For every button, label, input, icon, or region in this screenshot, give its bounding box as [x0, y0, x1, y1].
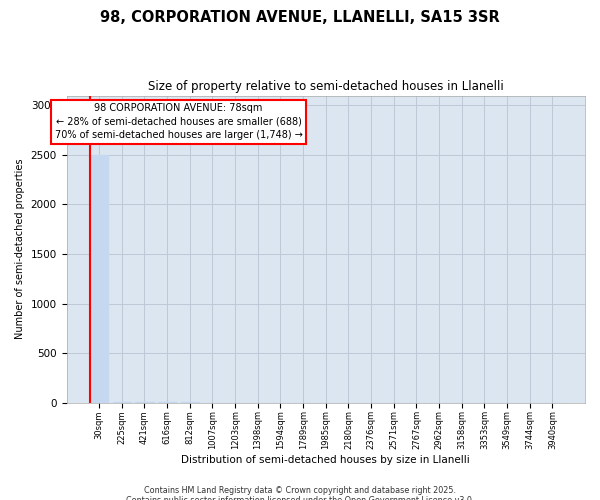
Title: Size of property relative to semi-detached houses in Llanelli: Size of property relative to semi-detach…: [148, 80, 503, 93]
Text: Contains HM Land Registry data © Crown copyright and database right 2025.: Contains HM Land Registry data © Crown c…: [144, 486, 456, 495]
Text: 98 CORPORATION AVENUE: 78sqm
← 28% of semi-detached houses are smaller (688)
70%: 98 CORPORATION AVENUE: 78sqm ← 28% of se…: [55, 104, 302, 140]
Text: 98, CORPORATION AVENUE, LLANELLI, SA15 3SR: 98, CORPORATION AVENUE, LLANELLI, SA15 3…: [100, 10, 500, 25]
Bar: [90, 155, 108, 402]
X-axis label: Distribution of semi-detached houses by size in Llanelli: Distribution of semi-detached houses by …: [181, 455, 470, 465]
Text: Contains public sector information licensed under the Open Government Licence v3: Contains public sector information licen…: [126, 496, 474, 500]
Y-axis label: Number of semi-detached properties: Number of semi-detached properties: [15, 159, 25, 340]
